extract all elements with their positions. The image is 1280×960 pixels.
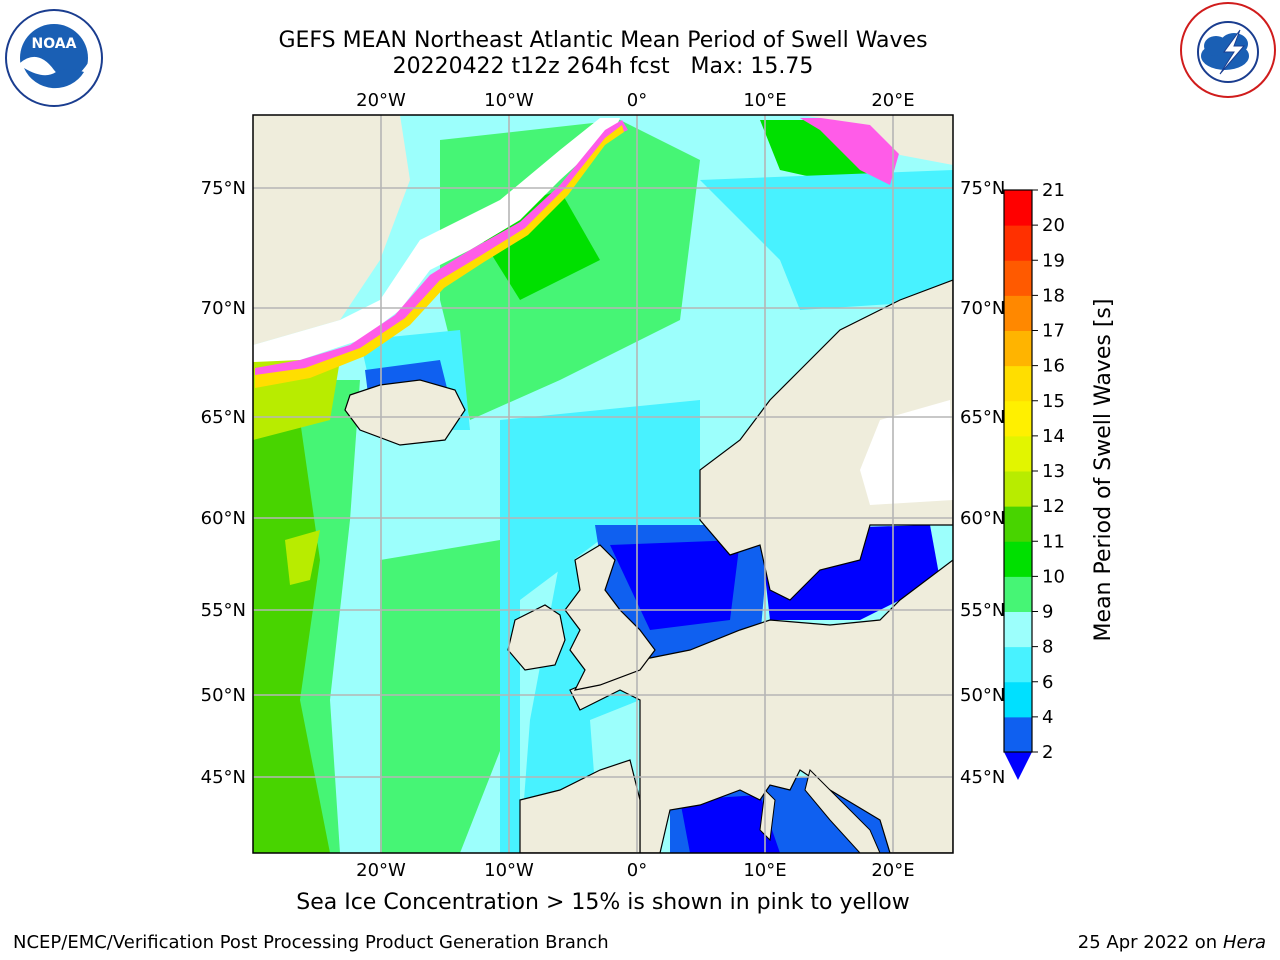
colorbar-band — [1004, 225, 1032, 261]
colorbar-under-arrow — [1004, 752, 1032, 780]
colorbar-band — [1004, 471, 1032, 507]
colorbar-band — [1004, 330, 1032, 367]
lat-label-left: 45°N — [201, 767, 246, 788]
great-britain-land — [564, 544, 656, 691]
colorbar-tick-label: 10 — [1042, 566, 1065, 587]
lat-label-right: 50°N — [960, 685, 1005, 706]
colorbar-tick-label: 11 — [1042, 531, 1065, 552]
colorbar-band — [1004, 716, 1032, 753]
lon-label-bottom: 10°W — [484, 860, 534, 881]
colorbar: 2 4 6 8 9 10 11 12 13 14 15 16 17 18 19 20 21 Mean Perio… — [1003, 180, 1116, 780]
map-frame — [252, 114, 954, 854]
colorbar-band — [1004, 435, 1032, 472]
sea-ice-note: Sea Ice Concentration > 15% is shown in … — [296, 890, 910, 915]
lon-label-bottom: 10°E — [743, 860, 786, 881]
lat-label-left: 75°N — [201, 178, 246, 199]
lat-label-left: 50°N — [201, 685, 246, 706]
swell-band-under-2-north-sea — [610, 540, 740, 630]
graticule — [253, 115, 953, 853]
chart-subtitle: 20220422 t12z 264h fcst Max: 15.75 — [392, 54, 814, 79]
lat-label-left: 55°N — [201, 600, 246, 621]
colorbar-tick-label: 8 — [1042, 637, 1053, 658]
iceland-land — [344, 379, 466, 446]
colorbar-tick-label: 13 — [1042, 461, 1065, 482]
colorbar-tick-label: 15 — [1042, 391, 1065, 412]
colorbar-band — [1004, 190, 1032, 226]
colorbar-band — [1004, 681, 1032, 718]
colorbar-band — [1004, 611, 1032, 648]
swell-band-6-8-central — [500, 400, 700, 853]
colorbar-band — [1004, 365, 1032, 402]
swell-band-under-2-mediterranean — [680, 795, 780, 853]
continental-europe-land — [569, 559, 953, 853]
colorbar-tick-label: 20 — [1042, 215, 1065, 236]
footer-host: Hera — [1222, 932, 1266, 953]
colorbar-tick-label: 12 — [1042, 496, 1065, 517]
lon-label-top: 20°E — [871, 90, 914, 111]
colorbar-tick-label: 4 — [1042, 707, 1053, 728]
lat-label-right: 65°N — [960, 407, 1005, 428]
colorbar-band — [1004, 646, 1032, 683]
colorbar-label: Mean Period of Swell Waves [s] — [1091, 299, 1116, 642]
greenland-land — [253, 115, 410, 345]
colorbar-tick-label: 2 — [1042, 742, 1053, 763]
lon-label-top: 20°W — [356, 90, 406, 111]
lat-label-right: 55°N — [960, 600, 1005, 621]
gulf-of-bothnia-no-data — [860, 400, 953, 505]
scandinavia-land — [699, 279, 953, 601]
greenland-coastal-ice — [253, 118, 620, 362]
lat-label-right: 45°N — [960, 767, 1005, 788]
lat-label-right: 60°N — [960, 508, 1005, 529]
footer-date-text: 25 Apr 2022 on — [1077, 932, 1218, 953]
lon-label-top: 0° — [627, 90, 647, 111]
lon-label-top: 10°W — [484, 90, 534, 111]
swell-band-9-10-mid — [380, 540, 520, 853]
colorbar-tick-label: 19 — [1042, 250, 1065, 271]
corsica-sardinia-land — [759, 788, 776, 842]
swell-band-6-8-barents — [700, 170, 953, 310]
colorbar-tick-label: 17 — [1042, 321, 1065, 342]
svalbard-land — [800, 115, 953, 165]
chart-title: GEFS MEAN Northeast Atlantic Mean Period… — [278, 28, 928, 53]
colorbar-tick-label: 16 — [1042, 356, 1065, 377]
colorbar-band — [1004, 541, 1032, 577]
colorbar-band — [1004, 295, 1032, 331]
colorbar-tick-label: 18 — [1042, 285, 1065, 306]
iberia-land — [519, 759, 641, 853]
lon-label-bottom: 20°W — [356, 860, 406, 881]
lat-label-right: 75°N — [960, 178, 1005, 199]
colorbar-tick-label: 21 — [1042, 180, 1065, 201]
colorbar-band — [1004, 260, 1032, 296]
lat-label-right: 70°N — [960, 298, 1005, 319]
nws-logo — [1180, 2, 1276, 98]
colorbar-band — [1004, 576, 1032, 612]
swell-band-12-13 — [285, 530, 320, 585]
lon-label-top: 10°E — [743, 90, 786, 111]
footer-credit: NCEP/EMC/Verification Post Processing Pr… — [13, 932, 609, 953]
lat-label-left: 70°N — [201, 298, 246, 319]
lon-label-bottom: 20°E — [871, 860, 914, 881]
colorbar-band — [1004, 400, 1032, 437]
swell-band-10-12 — [253, 420, 330, 853]
colorbar-tick-label: 14 — [1042, 426, 1065, 447]
colorbar-tick-label: 6 — [1042, 672, 1053, 693]
noaa-logo: NOAA — [5, 9, 103, 107]
sea-ice-svalbard — [800, 118, 900, 185]
italy-land — [804, 769, 881, 853]
lat-label-left: 65°N — [201, 407, 246, 428]
ireland-land — [507, 604, 566, 671]
footer-date: 25 Apr 2022 on Hera — [1078, 932, 1266, 954]
noaa-logo-text: NOAA — [32, 36, 77, 52]
colorbar-tick-label: 9 — [1042, 602, 1053, 623]
lat-label-left: 60°N — [201, 508, 246, 529]
lon-label-bottom: 0° — [627, 860, 647, 881]
colorbar-band — [1004, 506, 1032, 542]
